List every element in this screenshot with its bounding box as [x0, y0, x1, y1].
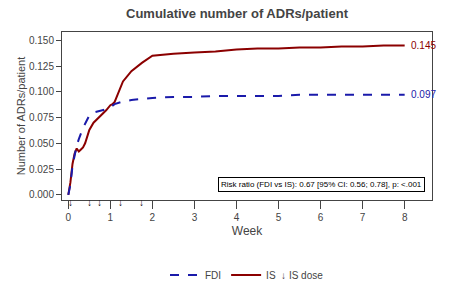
svg-text:0.050: 0.050 — [29, 138, 54, 149]
svg-text:IS ↓ IS dose: IS ↓ IS dose — [266, 270, 323, 281]
svg-text:↓: ↓ — [118, 197, 123, 208]
svg-text:3: 3 — [192, 212, 198, 223]
svg-text:↓: ↓ — [139, 197, 144, 208]
svg-text:0: 0 — [66, 212, 72, 223]
svg-text:0.025: 0.025 — [29, 164, 54, 175]
svg-text:1: 1 — [108, 212, 114, 223]
svg-text:0.100: 0.100 — [29, 86, 54, 97]
svg-text:0.150: 0.150 — [29, 35, 54, 46]
svg-text:Risk ratio (FDI vs IS): 0.67 [: Risk ratio (FDI vs IS): 0.67 [95% CI: 0.… — [221, 180, 422, 189]
svg-text:0.000: 0.000 — [29, 189, 54, 200]
svg-text:Number of ADRs/patient: Number of ADRs/patient — [15, 57, 27, 176]
svg-text:0.125: 0.125 — [29, 61, 54, 72]
svg-text:5: 5 — [276, 212, 282, 223]
svg-text:FDI: FDI — [205, 270, 221, 281]
svg-text:6: 6 — [318, 212, 324, 223]
svg-text:7: 7 — [360, 212, 366, 223]
svg-text:↓: ↓ — [87, 197, 92, 208]
svg-text:0.145: 0.145 — [411, 40, 436, 51]
svg-text:0.097: 0.097 — [411, 89, 436, 100]
svg-text:2: 2 — [150, 212, 156, 223]
svg-text:↓: ↓ — [97, 197, 102, 208]
svg-text:0.075: 0.075 — [29, 112, 54, 123]
svg-text:Week: Week — [232, 224, 263, 238]
svg-text:4: 4 — [234, 212, 240, 223]
svg-text:↓: ↓ — [68, 197, 73, 208]
svg-text:Cumulative number of ADRs/pati: Cumulative number of ADRs/patient — [126, 6, 349, 21]
svg-text:8: 8 — [402, 212, 408, 223]
